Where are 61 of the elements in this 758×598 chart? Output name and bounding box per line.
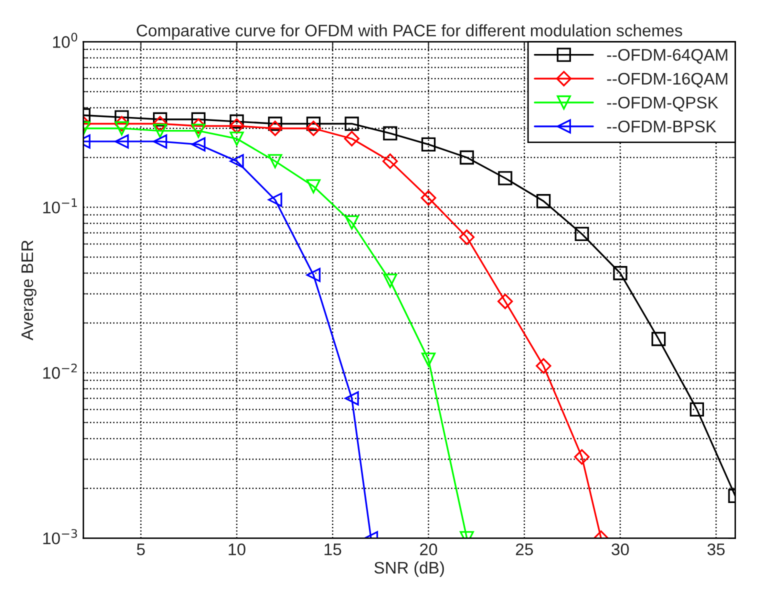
point: [268, 154, 282, 168]
point: [191, 124, 206, 138]
legend-label: --OFDM-QPSK: [607, 96, 718, 112]
chart-title: Comparative curve for OFDM with PACE for different modulation schemes: [136, 24, 682, 40]
x-tick-label: 25: [516, 544, 533, 556]
point: [152, 112, 168, 126]
legend-label: --OFDM-16QAM: [607, 72, 728, 88]
x-tick-label: 20: [420, 544, 438, 556]
point: [268, 116, 282, 131]
point: [306, 116, 321, 131]
point: [382, 153, 398, 169]
point: [344, 391, 359, 406]
x-tick-label: 15: [324, 544, 342, 556]
point: [230, 154, 244, 168]
y-tick-label: 10$^{−3}$: [43, 529, 77, 544]
y-tick-label: 10$^{0}$: [53, 32, 78, 48]
point: [114, 116, 130, 132]
point: [229, 118, 244, 134]
point: [306, 268, 321, 282]
point: [114, 134, 129, 149]
point: [152, 124, 168, 138]
point: [460, 150, 474, 165]
y-tick-label: 10$^{−1}$: [43, 198, 77, 214]
point: [306, 179, 321, 194]
point: [536, 358, 552, 374]
point: [497, 294, 513, 310]
x-tick-label: 10: [228, 544, 246, 556]
point: [613, 266, 628, 280]
point: [344, 130, 360, 146]
point: [230, 132, 244, 146]
point: [383, 126, 398, 140]
x-axis-title: SNR (dB): [374, 561, 444, 577]
point: [459, 229, 475, 245]
point: [344, 116, 359, 131]
point: [383, 274, 398, 288]
y-tick-label: 10$^{−2}$: [43, 364, 77, 379]
point: [651, 332, 666, 346]
point: [536, 194, 551, 208]
x-tick-label: 5: [136, 544, 145, 556]
point: [421, 137, 436, 152]
point: [152, 116, 168, 132]
legend-label: --OFDM-64QAM: [607, 48, 728, 64]
y-axis-title: Average BER: [22, 240, 36, 340]
point: [420, 190, 436, 206]
x-tick-label: 35: [707, 544, 725, 556]
x-tick-label: 30: [612, 544, 629, 556]
point: [230, 114, 244, 129]
point: [191, 137, 206, 152]
point: [190, 118, 206, 134]
point: [574, 226, 589, 242]
point: [152, 134, 168, 149]
point: [421, 352, 436, 367]
point: [114, 121, 129, 136]
legend-label: --OFDM-BPSK: [607, 120, 716, 132]
point: [690, 402, 704, 417]
point: [344, 215, 359, 230]
point: [268, 192, 282, 207]
point: [574, 449, 590, 465]
point: [306, 120, 322, 136]
point: [267, 120, 283, 136]
point: [498, 171, 512, 186]
